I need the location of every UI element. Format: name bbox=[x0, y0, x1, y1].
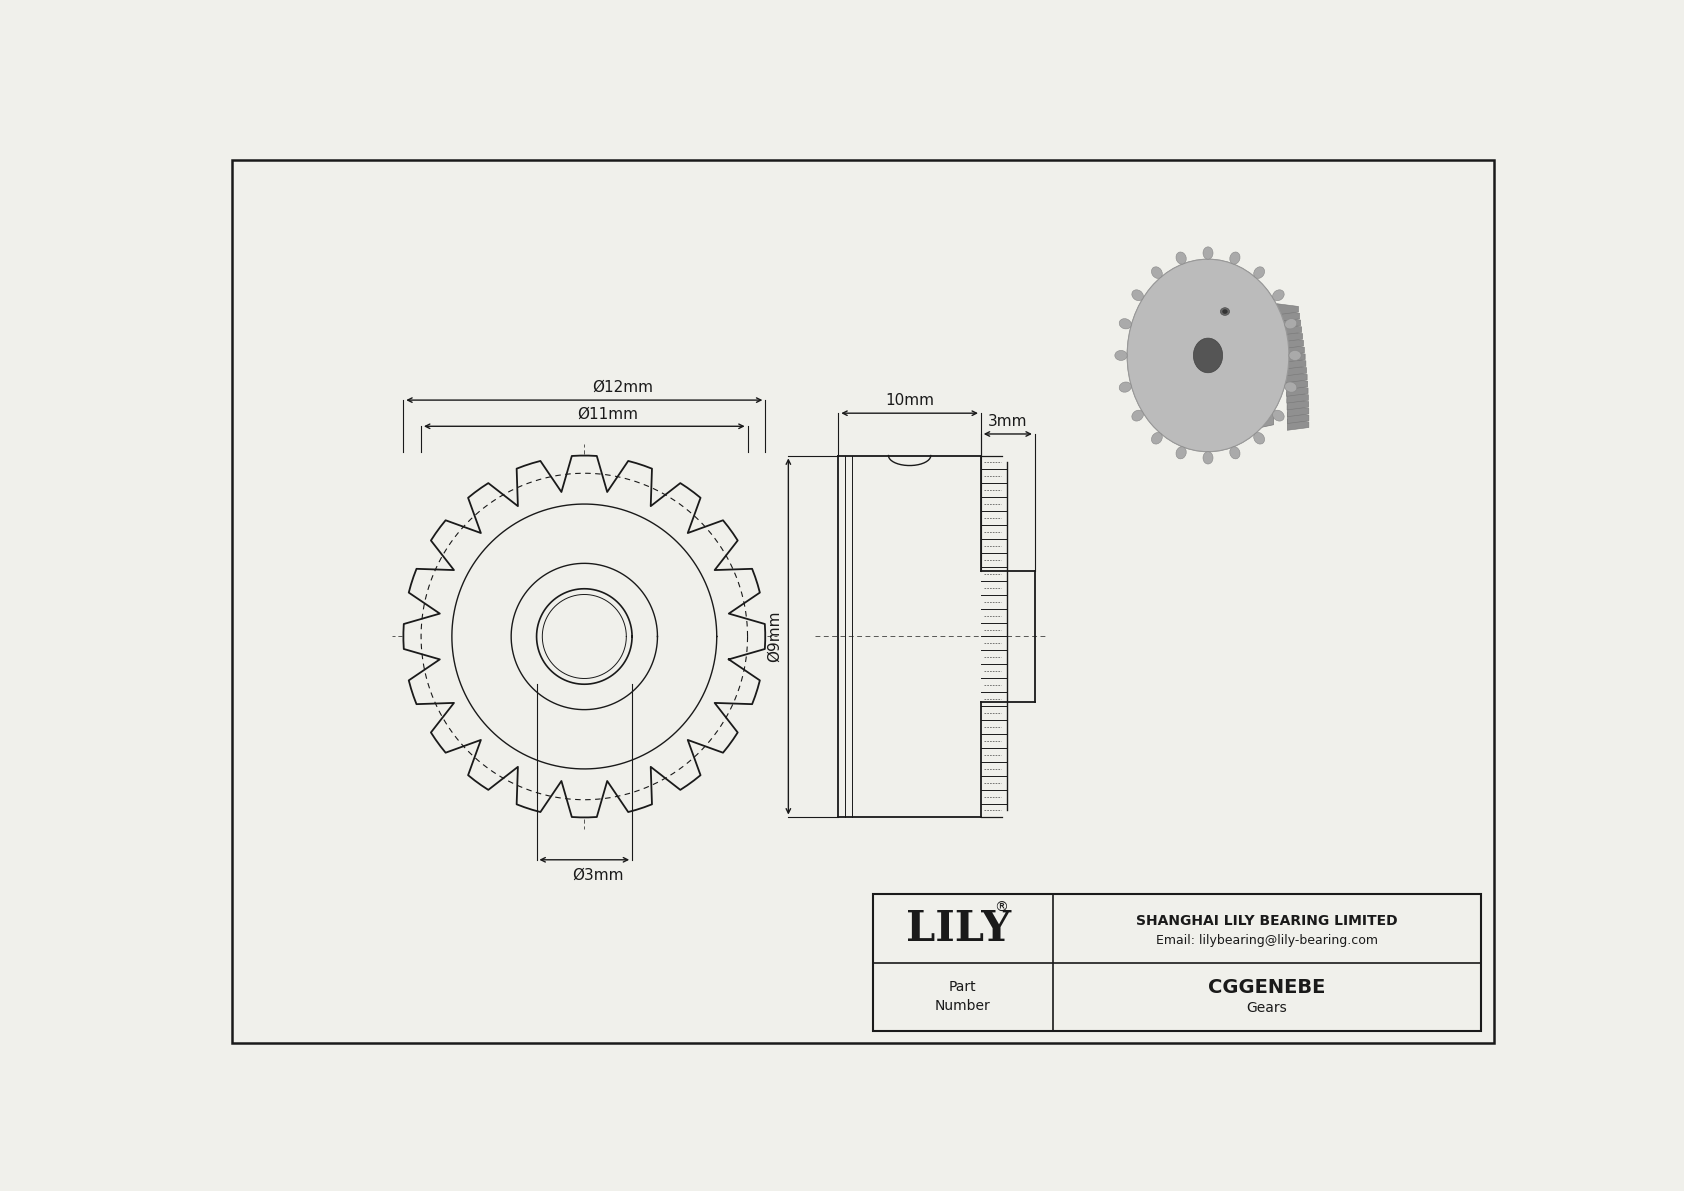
Ellipse shape bbox=[1127, 260, 1288, 451]
Ellipse shape bbox=[1152, 267, 1162, 279]
Ellipse shape bbox=[1229, 447, 1239, 459]
Ellipse shape bbox=[1202, 451, 1212, 464]
Polygon shape bbox=[1276, 304, 1298, 314]
Text: SHANGHAI LILY BEARING LIMITED: SHANGHAI LILY BEARING LIMITED bbox=[1137, 913, 1398, 928]
Ellipse shape bbox=[1202, 247, 1212, 260]
Polygon shape bbox=[1287, 412, 1308, 424]
Polygon shape bbox=[1287, 392, 1308, 403]
Ellipse shape bbox=[1120, 319, 1132, 329]
Ellipse shape bbox=[1175, 252, 1186, 264]
Ellipse shape bbox=[1221, 307, 1229, 316]
Ellipse shape bbox=[1253, 267, 1265, 279]
Polygon shape bbox=[1283, 344, 1305, 356]
Polygon shape bbox=[1285, 372, 1307, 382]
Ellipse shape bbox=[1229, 252, 1239, 264]
Text: 3mm: 3mm bbox=[989, 414, 1027, 430]
Polygon shape bbox=[1278, 311, 1300, 322]
Polygon shape bbox=[1287, 406, 1308, 417]
Text: Ø11mm: Ø11mm bbox=[578, 406, 638, 422]
Polygon shape bbox=[1282, 331, 1303, 342]
Ellipse shape bbox=[1120, 382, 1132, 392]
Polygon shape bbox=[1287, 399, 1308, 410]
Text: Ø9mm: Ø9mm bbox=[766, 611, 781, 662]
Polygon shape bbox=[1282, 338, 1303, 349]
Text: LILY: LILY bbox=[906, 908, 1012, 949]
Ellipse shape bbox=[1273, 289, 1285, 300]
Ellipse shape bbox=[1175, 447, 1186, 459]
Polygon shape bbox=[1287, 419, 1308, 430]
Polygon shape bbox=[1283, 351, 1305, 362]
Polygon shape bbox=[1184, 275, 1273, 444]
Ellipse shape bbox=[1132, 289, 1143, 300]
Polygon shape bbox=[1280, 324, 1302, 335]
Ellipse shape bbox=[1115, 350, 1127, 361]
Ellipse shape bbox=[1285, 319, 1297, 329]
Text: Ø12mm: Ø12mm bbox=[593, 380, 653, 394]
Text: CGGENEBE: CGGENEBE bbox=[1207, 978, 1325, 997]
Text: 10mm: 10mm bbox=[886, 393, 935, 407]
Polygon shape bbox=[1287, 379, 1308, 389]
Ellipse shape bbox=[1273, 410, 1285, 422]
Ellipse shape bbox=[1152, 432, 1162, 444]
Ellipse shape bbox=[1223, 310, 1228, 314]
Text: Part
Number: Part Number bbox=[935, 980, 990, 1012]
Ellipse shape bbox=[1194, 338, 1223, 373]
Text: ®: ® bbox=[994, 900, 1009, 915]
Ellipse shape bbox=[1288, 350, 1302, 361]
Text: Email: lilybearing@lily-bearing.com: Email: lilybearing@lily-bearing.com bbox=[1155, 934, 1378, 947]
Polygon shape bbox=[1285, 364, 1307, 376]
Polygon shape bbox=[1285, 358, 1305, 369]
Ellipse shape bbox=[1127, 260, 1288, 451]
Ellipse shape bbox=[1132, 410, 1143, 422]
Polygon shape bbox=[1280, 317, 1300, 329]
Text: Ø3mm: Ø3mm bbox=[573, 867, 623, 883]
Polygon shape bbox=[1287, 385, 1308, 397]
Ellipse shape bbox=[1285, 382, 1297, 392]
Ellipse shape bbox=[1253, 432, 1265, 444]
Text: Gears: Gears bbox=[1246, 1002, 1287, 1015]
